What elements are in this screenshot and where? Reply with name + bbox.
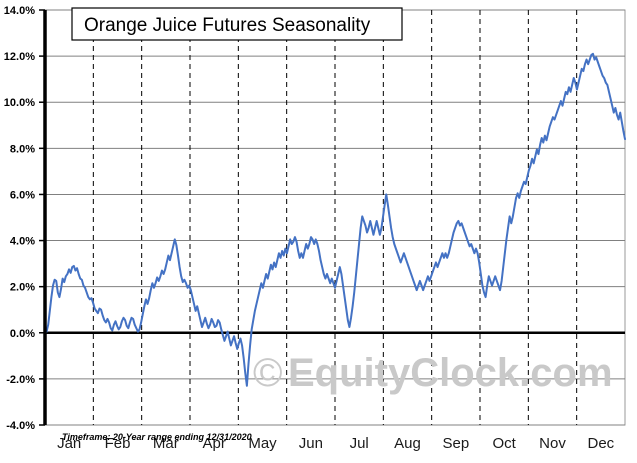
timeframe-note: Timeframe: 20-Year range ending 12/31/20… [62, 432, 252, 442]
chart-title-box [71, 7, 403, 41]
y-axis-tick-label: 6.0% [10, 189, 35, 201]
x-axis-month-label-nov: Nov [539, 435, 566, 452]
watermark-copyright-icon: © [253, 351, 282, 395]
y-axis-tick-label: 0.0% [10, 328, 35, 340]
x-axis-month-label-aug: Aug [394, 435, 421, 452]
y-axis-tick-label: 4.0% [10, 236, 35, 248]
y-axis-tick-label: -2.0% [6, 374, 35, 386]
x-axis-month-label-may: May [248, 435, 277, 452]
x-axis-month-label-oct: Oct [492, 435, 516, 452]
y-axis-tick-labels: 14.0% 12.0% 10.0% 8.0% 6.0% 4.0% 2.0% 0.0% -2.0%… [4, 5, 35, 432]
watermark: © EquityClock.com [253, 351, 613, 395]
y-axis-tick-label: 14.0% [4, 5, 35, 17]
watermark-label: EquityClock.com [288, 351, 613, 395]
y-axis-tick-label: 10.0% [4, 97, 35, 109]
y-axis-tick-label: 12.0% [4, 51, 35, 63]
x-axis-month-label-dec: Dec [587, 435, 614, 452]
x-axis-month-label-jul: Jul [350, 435, 369, 452]
y-axis-tick-label: -4.0% [6, 420, 35, 432]
y-axis-tick-label: 2.0% [10, 282, 35, 294]
x-axis-month-label-feb: Feb [105, 435, 131, 452]
x-axis-month-label-sep: Sep [442, 435, 469, 452]
x-axis-month-labels: Jan Feb Mar Apr May Jun Jul Aug Sep Oct Nov Dec [57, 435, 615, 452]
chart-title-label: Orange Juice Futures Seasonality [84, 15, 371, 36]
x-axis-month-label-jan: Jan [57, 435, 81, 452]
x-axis-month-label-jun: Jun [299, 435, 323, 452]
y-axis-tick-label: 8.0% [10, 143, 35, 155]
x-axis-month-label-apr: Apr [202, 435, 225, 452]
x-axis-month-label-mar: Mar [153, 435, 179, 452]
seasonality-line-series [44, 52, 626, 387]
chart-title: Orange Juice Futures Seasonality [71, 7, 403, 41]
